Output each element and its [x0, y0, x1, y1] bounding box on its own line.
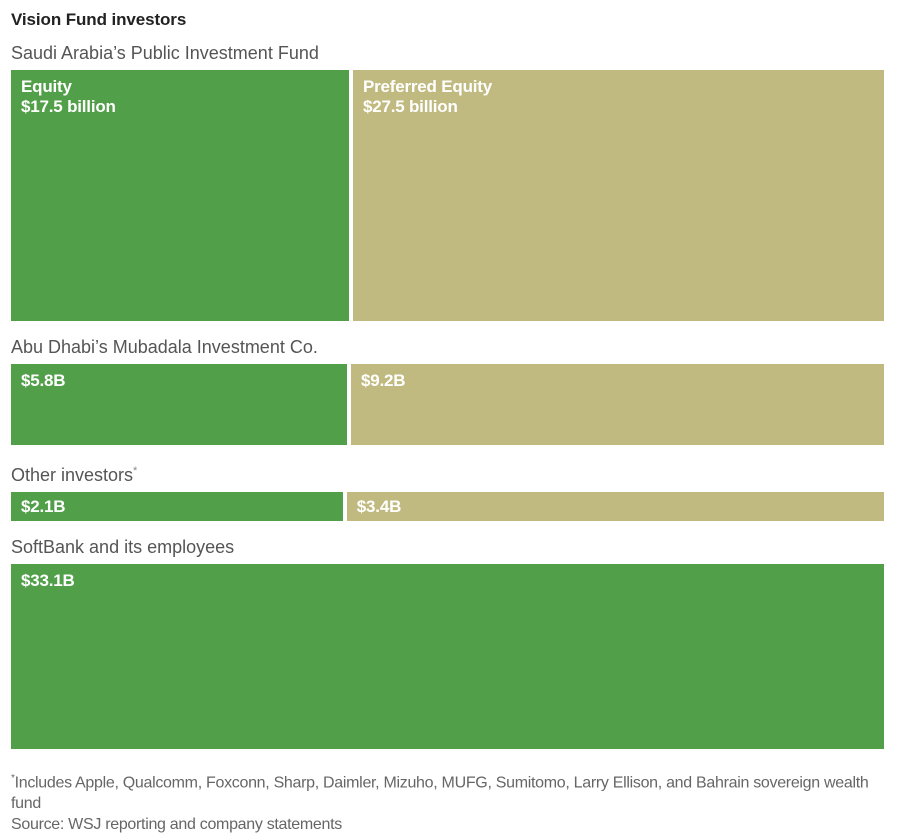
segment-label-block: Equity $17.5 billion: [11, 70, 349, 124]
footnote: *Includes Apple, Qualcomm, Foxconn, Shar…: [11, 768, 884, 814]
footnote-marker: *: [11, 773, 15, 784]
segment-label-block: Preferred Equity $27.5 billion: [353, 70, 884, 124]
section-label-other-investors: Other investors*: [11, 460, 884, 486]
bar-segment-equity: $33.1B: [11, 564, 884, 749]
chart-title: Vision Fund investors: [11, 10, 187, 29]
section-label-mubadala: Abu Dhabi’s Mubadala Investment Co.: [11, 336, 884, 358]
segment-value-label: $17.5 billion: [21, 97, 116, 116]
bar-row-other-investors: $2.1B $3.4B: [11, 492, 884, 521]
bar-row-softbank: $33.1B: [11, 564, 884, 749]
footnote-marker: *: [133, 465, 138, 477]
source-line: Source: WSJ reporting and company statem…: [11, 816, 342, 834]
segment-value-label: $27.5 billion: [362, 97, 458, 116]
section-label-text: SoftBank and its employees: [11, 537, 235, 557]
segment-series-label: Equity: [21, 77, 72, 96]
segment-series-label: Preferred Equity: [362, 77, 493, 96]
section-label-saudi-pif: Saudi Arabia’s Public Investment Fund: [11, 42, 884, 64]
section-label-text: Abu Dhabi’s Mubadala Investment Co.: [11, 337, 318, 357]
bar-segment-equity: $2.1B: [11, 492, 343, 521]
footnote-text: Includes Apple, Qualcomm, Foxconn, Sharp…: [11, 774, 869, 813]
bar-segment-equity: $5.8B: [11, 364, 348, 445]
bar-row-mubadala: $5.8B $9.2B: [11, 364, 884, 445]
segment-value-label: $9.2B: [361, 371, 406, 390]
section-label-text: Saudi Arabia’s Public Investment Fund: [11, 43, 319, 63]
bar-segment-equity: Equity $17.5 billion: [11, 70, 349, 321]
bar-segment-preferred-equity: $9.2B: [351, 364, 884, 445]
section-saudi-pif: Saudi Arabia’s Public Investment Fund Eq…: [11, 42, 884, 321]
section-softbank: SoftBank and its employees $33.1B: [11, 536, 884, 749]
segment-value-label: $33.1B: [21, 571, 75, 590]
segment-value-label: $2.1B: [21, 497, 66, 516]
section-mubadala: Abu Dhabi’s Mubadala Investment Co. $5.8…: [11, 336, 884, 445]
bar-segment-preferred-equity: $3.4B: [346, 492, 884, 521]
segment-value-label: $3.4B: [356, 497, 402, 516]
segment-value-label: $5.8B: [21, 371, 66, 390]
bar-row-saudi-pif: Equity $17.5 billion Preferred Equity $2…: [11, 70, 884, 321]
section-label-text: Other investors: [11, 465, 134, 485]
section-label-softbank: SoftBank and its employees: [11, 536, 884, 558]
section-other-investors: Other investors* $2.1B $3.4B: [11, 460, 884, 521]
bar-segment-preferred-equity: Preferred Equity $27.5 billion: [352, 70, 884, 321]
